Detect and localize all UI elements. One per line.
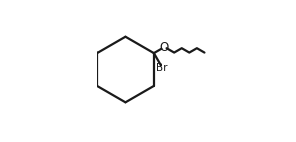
Text: O: O [160, 41, 169, 54]
Text: Br: Br [156, 63, 167, 74]
